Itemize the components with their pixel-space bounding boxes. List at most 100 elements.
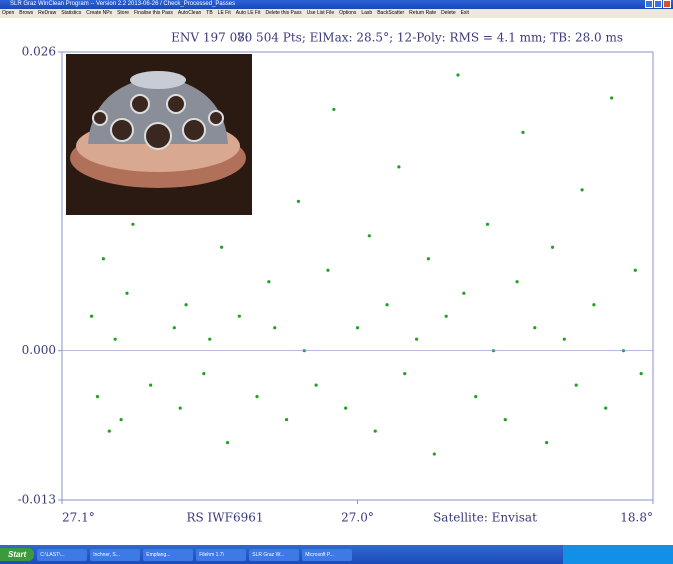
menu-item[interactable]: LE Fit [217,10,231,16]
menu-item[interactable]: Statistics [61,10,82,16]
menu-item[interactable]: Delete [441,10,456,16]
point [515,280,519,284]
menu-item[interactable]: BackScatter [377,10,405,16]
point [432,452,436,456]
menu-item[interactable]: Options [339,10,357,16]
point [332,107,336,112]
menu-item[interactable]: Store [117,10,130,16]
menu-item[interactable]: Brows [19,10,34,16]
annotation: Satellite: Envisat [433,511,537,525]
point [462,291,466,295]
point [533,326,537,330]
chart-subtitle: 70 504 Pts; ElMax: 28.5°; 12-Poly: RMS =… [237,31,623,45]
point [284,417,289,422]
point [550,245,555,249]
x-tick-label: 18.8° [620,511,653,525]
points [89,73,643,456]
chart: ENV 197 08: 70 504 Pts; ElMax: 28.5°; 12… [18,31,654,525]
point [326,268,330,272]
point [219,245,224,249]
menu-item[interactable]: TB [206,10,213,16]
point [426,257,431,261]
taskbar-item[interactable]: Empfang... [143,548,194,561]
menu-item[interactable]: Open [2,10,15,16]
system-tray [563,545,673,564]
point [604,406,608,410]
start-button[interactable]: Start [0,548,35,561]
maximize[interactable] [654,0,662,8]
point [149,383,153,387]
point [456,73,460,77]
menu-item[interactable]: ReDraw [38,10,57,16]
point [89,314,94,318]
window-buttons [645,0,671,8]
taskbar-item[interactable]: C:\LAST\... [37,548,88,561]
point [202,372,206,376]
x-tick-label: 27.1° [62,511,95,525]
point [415,337,419,341]
taskbar-item[interactable]: Inchner, S... [90,548,141,561]
point [562,337,566,341]
y-tick-label: 0.026 [22,45,56,59]
point [172,326,176,330]
point [633,268,637,272]
point [119,417,123,422]
point [545,440,549,445]
taskbar-item[interactable]: SLR Graz W... [249,548,300,561]
point [574,383,578,387]
point [397,165,401,169]
menu-item[interactable]: Finalise this Pass [134,10,173,16]
point [178,406,182,410]
taskbar: Start C:\LAST\... Inchner, S... Empfang...… [0,545,673,564]
minimize[interactable] [645,0,653,8]
menu-item[interactable]: Return Rate [409,10,437,16]
x-tick-label: 27.0° [341,511,374,525]
chart-title: ENV 197 08: [171,31,249,45]
point [107,429,111,433]
close[interactable] [663,0,671,8]
point [373,429,377,433]
inset-photo [66,54,252,215]
point [355,326,360,330]
point [125,291,129,295]
menu-item[interactable]: Lasb [361,10,373,16]
point [485,222,490,226]
menu-item[interactable]: Create NPs [86,10,113,16]
point [474,395,478,399]
point [267,280,271,284]
point [184,303,188,307]
point [113,337,117,341]
y-tick-label: 0.000 [22,343,56,357]
point [521,130,525,135]
point [296,199,300,203]
window-title: SLR Graz WinClean Program -- Version 2.2… [10,1,236,7]
point [367,234,371,238]
point [403,372,407,376]
taskbar-item[interactable]: Microsoft P... [302,548,353,561]
point [580,188,584,192]
point [255,395,259,399]
point [131,222,135,226]
point [592,303,596,307]
point [503,417,507,422]
point [225,440,230,445]
point [344,406,348,410]
menu-item[interactable]: Exit [460,10,469,16]
point [385,303,389,307]
point [273,326,277,330]
menu-item[interactable]: Use List File [306,10,335,16]
point [237,314,241,318]
point [314,383,318,387]
point [208,337,212,341]
y-tick-label: -0.013 [18,493,56,507]
menu-bar: Open Brows ReDraw Statistics Create NPs Store… [0,9,673,18]
point [101,257,105,261]
menu-item[interactable]: Auto LE Fit [235,10,261,16]
menu-item[interactable]: Delete this Pass [265,10,302,16]
title-bar: SLR Graz WinClean Program -- Version 2.2… [0,0,673,9]
menu-item[interactable]: AutoClean [177,10,202,16]
annotation: RS IWF6961 [186,511,263,525]
taskbar-item[interactable]: Filehm 1.7\ [196,548,247,561]
point [95,395,100,399]
